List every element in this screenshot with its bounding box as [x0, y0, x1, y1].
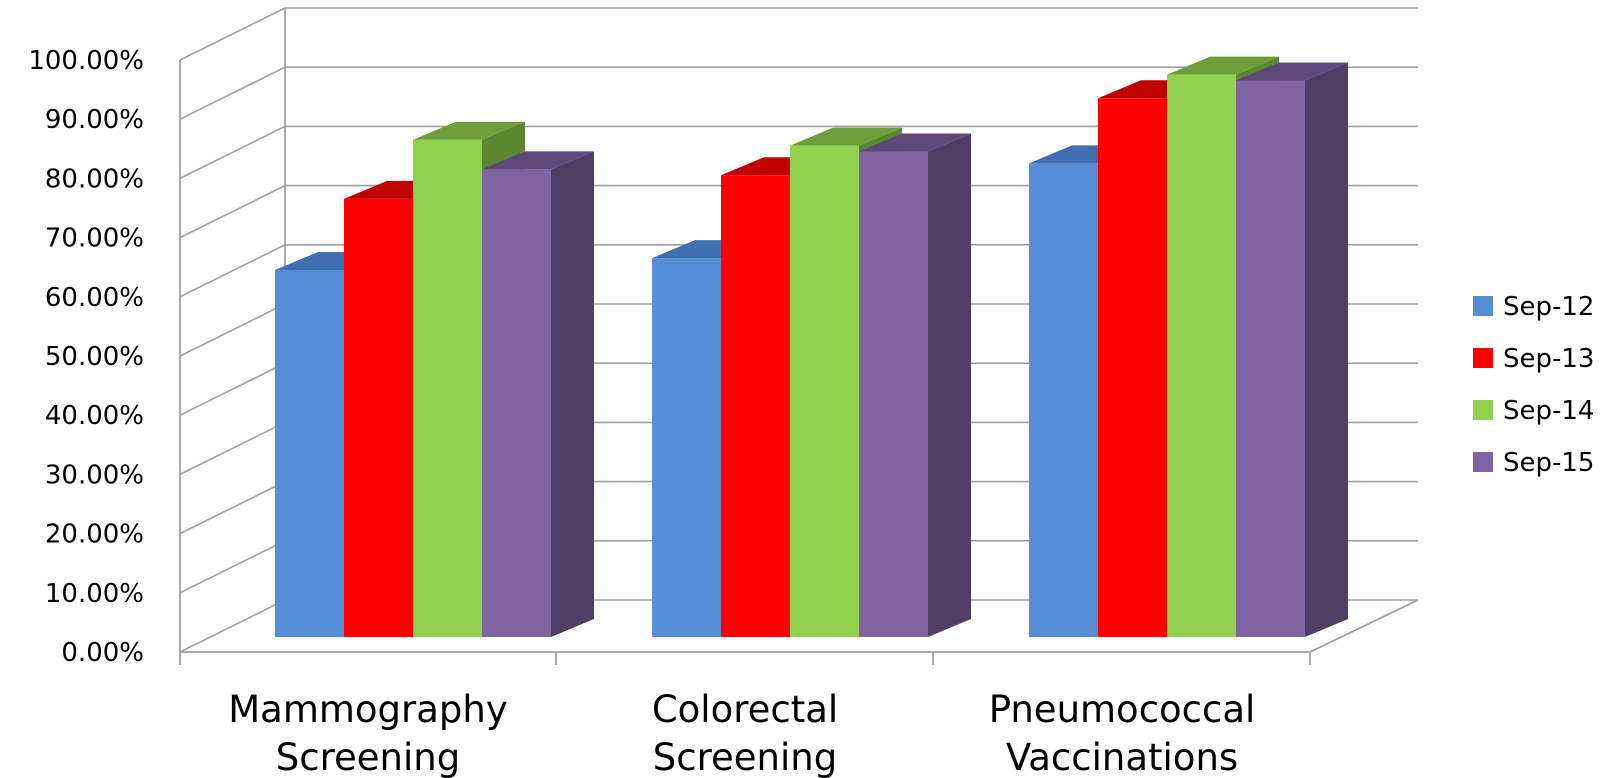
- bar-sep-15: [1236, 62, 1348, 637]
- y-tick-label: 40.00%: [45, 401, 144, 431]
- gridline: [179, 7, 1418, 61]
- y-tick-label: 70.00%: [45, 224, 144, 254]
- y-tick-label: 20.00%: [45, 520, 144, 550]
- bar-top-face: [413, 121, 525, 140]
- bar-side-face: [1305, 62, 1348, 637]
- category-label: Mammography Screening: [228, 688, 508, 778]
- bar-front-face: [790, 145, 859, 637]
- y-tick-label: 50.00%: [45, 342, 144, 372]
- legend-swatch: [1473, 348, 1493, 368]
- bar-front-face: [721, 175, 790, 638]
- y-tick-label: 60.00%: [45, 283, 144, 313]
- y-tick-label: 10.00%: [45, 579, 144, 609]
- bar-front-face: [1098, 98, 1167, 637]
- legend-label: Sep-14: [1503, 396, 1594, 426]
- legend-swatch: [1473, 452, 1493, 472]
- legend-label: Sep-13: [1503, 344, 1594, 374]
- legend-label: Sep-15: [1503, 448, 1594, 478]
- legend-swatch: [1473, 400, 1493, 420]
- bar-sep-15: [482, 151, 594, 637]
- y-tick-label: 80.00%: [45, 164, 144, 194]
- bar-sep-15: [859, 133, 971, 637]
- bar-front-face: [1236, 80, 1305, 637]
- y-tick-label: 100.00%: [28, 46, 144, 76]
- bar-front-face: [275, 269, 344, 637]
- y-tick-label: 0.00%: [61, 638, 144, 668]
- legend-item: Sep-13: [1473, 344, 1594, 374]
- bar-front-face: [413, 139, 482, 637]
- bar-side-face: [551, 151, 594, 637]
- legend-item: Sep-14: [1473, 396, 1594, 426]
- category-labels: Mammography Screening Colorectal Screening P…: [228, 688, 1255, 778]
- bar-top-face: [1167, 56, 1279, 75]
- bar-front-face: [344, 198, 413, 638]
- category-label: Pneumococcal Vaccinations: [989, 688, 1256, 778]
- legend-item: Sep-15: [1473, 448, 1594, 478]
- bar-top-face: [859, 133, 971, 152]
- bars: [275, 56, 1348, 638]
- bar-side-face: [928, 133, 971, 637]
- bar-front-face: [859, 151, 928, 637]
- legend-label: Sep-12: [1503, 292, 1594, 322]
- y-tick-labels: 0.00% 10.00% 20.00% 30.00% 40.00% 50.00% 60.00…: [28, 46, 144, 668]
- bar-top-face: [482, 151, 594, 170]
- y-tick-label: 90.00%: [45, 105, 144, 135]
- legend: Sep-12 Sep-13 Sep-14 Sep-15: [1473, 292, 1594, 478]
- bar-front-face: [1029, 163, 1098, 637]
- bar-front-face: [1167, 74, 1236, 638]
- bar-front-face: [652, 258, 721, 637]
- bar-front-face: [482, 169, 551, 637]
- y-tick-label: 30.00%: [45, 460, 144, 490]
- bar-top-face: [790, 127, 902, 146]
- legend-item: Sep-12: [1473, 292, 1594, 322]
- category-label: Colorectal Screening: [652, 688, 838, 778]
- bar-top-face: [1236, 62, 1348, 81]
- legend-swatch: [1473, 296, 1493, 316]
